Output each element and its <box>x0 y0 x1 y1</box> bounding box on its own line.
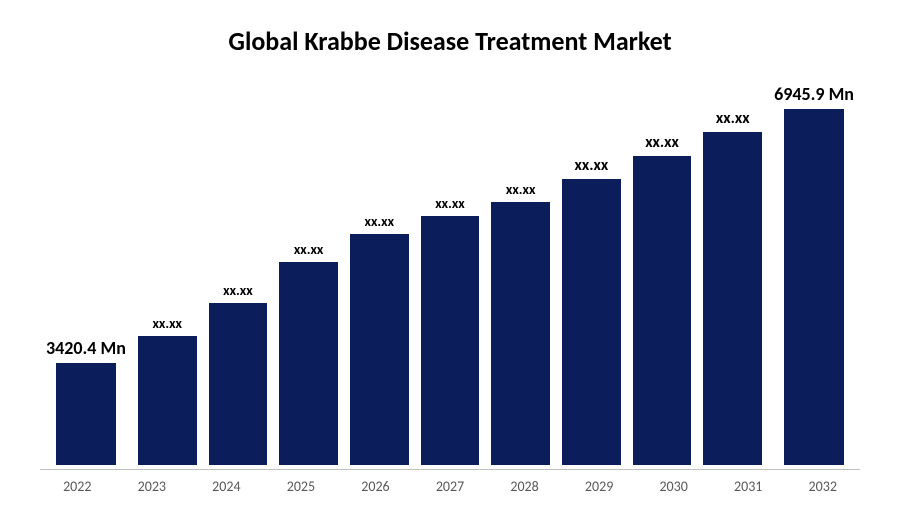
bar-value-label: 3420.4 Mn <box>46 337 126 359</box>
bar-group: xx.xx <box>485 77 556 465</box>
bar-group: 3420.4 Mn <box>40 77 132 465</box>
bar-group: xx.xx <box>273 77 344 465</box>
bar-group: xx.xx <box>344 77 415 465</box>
x-axis-label: 2030 <box>636 478 711 495</box>
x-axis-label: 2032 <box>785 478 860 495</box>
bar-group: xx.xx <box>415 77 486 465</box>
bar <box>491 202 550 465</box>
bar-value-label: xx.xx <box>575 156 609 175</box>
x-axis-label: 2024 <box>189 478 264 495</box>
bar-value-label: xx.xx <box>506 181 535 198</box>
bar-value-label: xx.xx <box>435 195 464 212</box>
bar-value-label: xx.xx <box>645 133 679 152</box>
x-axis-label: 2027 <box>413 478 488 495</box>
x-axis-label: 2023 <box>115 478 190 495</box>
plot-area: 3420.4 Mn xx.xx xx.xx xx.xx xx.xx xx.xx xx.xx x… <box>30 77 870 470</box>
bar-value-label: xx.xx <box>365 213 394 230</box>
bar-value-label: xx.xx <box>716 109 750 128</box>
bar-group: xx.xx <box>556 77 627 465</box>
bar-value-label: xx.xx <box>152 315 181 332</box>
bar-value-label: 6945.9 Mn <box>774 83 854 105</box>
bar <box>784 109 844 465</box>
x-axis-label: 2025 <box>264 478 339 495</box>
bar-group: xx.xx <box>203 77 274 465</box>
x-axis-label: 2022 <box>40 478 115 495</box>
bar <box>703 132 762 465</box>
x-axis-line <box>40 469 860 470</box>
bar <box>138 336 197 465</box>
chart-container: Global Krabbe Disease Treatment Market 3… <box>0 0 900 525</box>
chart-title: Global Krabbe Disease Treatment Market <box>30 25 870 57</box>
bar <box>633 156 692 465</box>
bar <box>562 179 621 465</box>
x-axis: 2022202320242025202620272028202920302031… <box>30 470 870 495</box>
bar <box>56 363 116 465</box>
bar-value-label: xx.xx <box>294 241 323 258</box>
bar-group: xx.xx <box>627 77 698 465</box>
x-axis-label: 2029 <box>562 478 637 495</box>
bar-group: xx.xx <box>697 77 768 465</box>
x-axis-label: 2026 <box>338 478 413 495</box>
bar <box>209 303 268 465</box>
bar-group: xx.xx <box>132 77 203 465</box>
bar <box>279 262 338 465</box>
bar-group: 6945.9 Mn <box>768 77 860 465</box>
x-axis-label: 2028 <box>487 478 562 495</box>
x-axis-label: 2031 <box>711 478 786 495</box>
bar <box>350 234 409 465</box>
bar <box>421 216 480 465</box>
bar-value-label: xx.xx <box>223 282 252 299</box>
